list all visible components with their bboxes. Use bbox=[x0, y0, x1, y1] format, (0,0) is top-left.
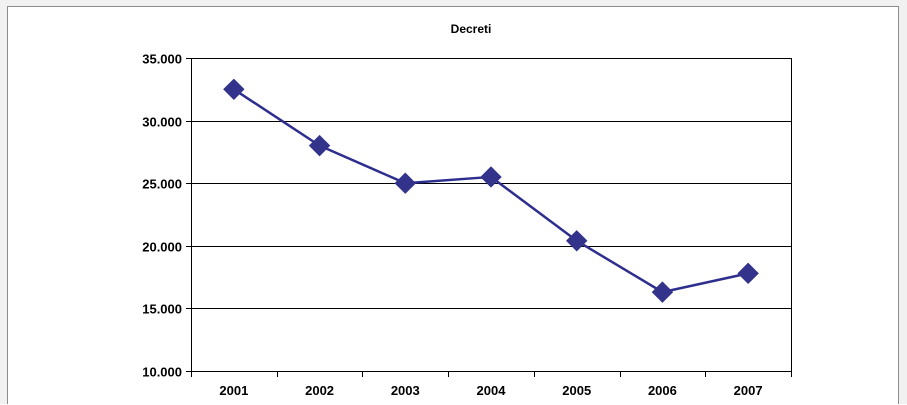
y-tick-label-4: 30.000 bbox=[142, 115, 182, 130]
x-tick-label-2002: 2002 bbox=[305, 383, 334, 398]
x-tick-label-2005: 2005 bbox=[562, 383, 591, 398]
data-point-2007 bbox=[737, 262, 759, 285]
y-tick-labels: 10.000 15.000 20.000 25.000 30.000 35.000 bbox=[142, 52, 182, 380]
x-tick-label-2003: 2003 bbox=[391, 383, 420, 398]
chart-title: Decreti bbox=[451, 22, 492, 36]
data-point-2002 bbox=[308, 134, 331, 157]
x-tick-label-2007: 2007 bbox=[734, 383, 763, 398]
y-tick-label-1: 15.000 bbox=[142, 302, 182, 317]
data-point-2003 bbox=[394, 172, 416, 194]
data-point-2001 bbox=[223, 78, 245, 101]
series bbox=[223, 78, 759, 303]
x-tick-label-2006: 2006 bbox=[648, 383, 677, 398]
series-line-0 bbox=[233, 88, 749, 294]
x-tick-labels: 2001 2002 2003 2004 2005 2006 2007 bbox=[219, 383, 762, 398]
y-tick-label-2: 20.000 bbox=[142, 240, 182, 255]
data-point-2004 bbox=[480, 166, 502, 188]
y-tick-label-5: 35.000 bbox=[142, 52, 182, 67]
x-tick-label-2001: 2001 bbox=[219, 383, 248, 398]
data-point-2005 bbox=[566, 230, 588, 252]
data-point-2006 bbox=[651, 281, 674, 303]
x-tick-label-2004: 2004 bbox=[477, 383, 507, 398]
y-tick-label-3: 25.000 bbox=[142, 177, 182, 192]
axes bbox=[186, 58, 792, 377]
chart-frame: Decreti 10.000 15.000 20.000 25.000 30.000 35… bbox=[7, 6, 899, 404]
line-chart: Decreti 10.000 15.000 20.000 25.000 30.000 35… bbox=[142, 22, 792, 398]
y-tick-label-0: 10.000 bbox=[142, 365, 182, 380]
